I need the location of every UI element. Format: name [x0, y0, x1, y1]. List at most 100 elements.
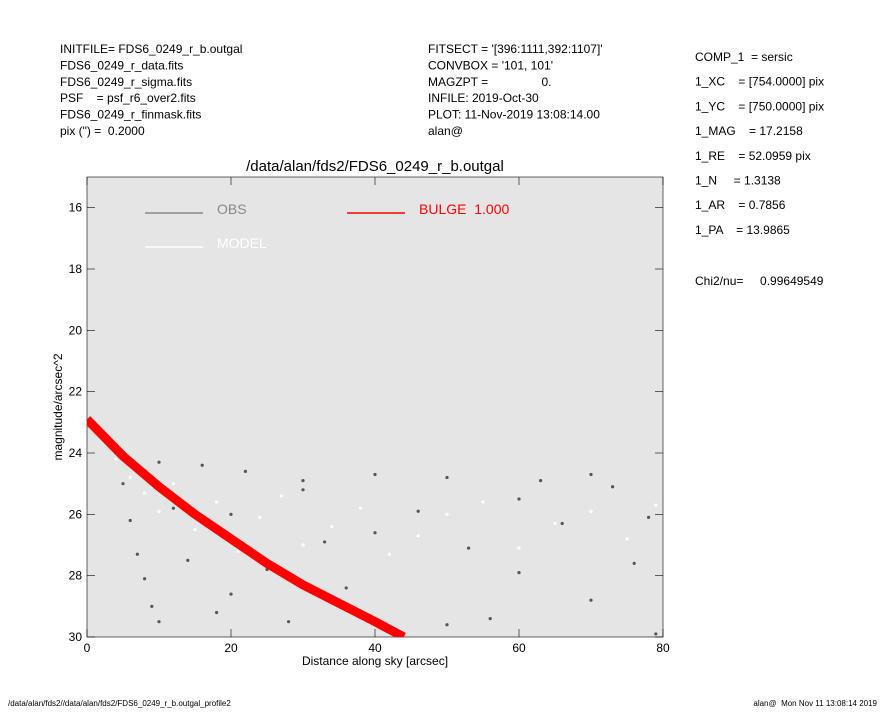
y-axis-label: magnitude/arcsec^2 — [51, 353, 65, 460]
model-profile — [87, 416, 406, 637]
header-line: FDS6_0249_r_data.fits — [60, 58, 183, 72]
x-tick-label: 80 — [656, 641, 670, 655]
footer-path: /data/alan/fds2//data/alan/fds2/FDS6_024… — [8, 699, 231, 708]
plot-marks — [87, 416, 658, 637]
data-point — [157, 509, 161, 513]
data-point — [517, 497, 521, 501]
data-point — [171, 482, 175, 486]
data-point — [215, 610, 219, 615]
data-point — [287, 620, 291, 624]
fit-parameter: 1_RE = 52.0959 pix — [695, 149, 811, 163]
x-tick-label: 20 — [224, 641, 238, 655]
y-tick-label: 26 — [69, 507, 83, 521]
data-point — [193, 528, 197, 532]
fit-parameter: 1_PA = 13.9865 — [695, 223, 790, 237]
data-point — [135, 552, 139, 556]
data-point — [128, 475, 132, 480]
fit-parameter: 1_YC = [750.0000] pix — [695, 99, 824, 113]
data-point — [150, 604, 154, 608]
x-axis-label: Distance along sky [arcsec] — [302, 654, 448, 668]
header-line: MAGZPT = 0. — [428, 75, 551, 89]
x-tick-label: 0 — [84, 641, 91, 655]
plot-area — [86, 176, 664, 638]
data-point — [143, 577, 147, 581]
header-line: INITFILE= FDS6_0249_r_b.outgal — [60, 42, 242, 56]
fit-parameter: 1_MAG = 17.2158 — [695, 124, 803, 138]
legend-label: OBS — [217, 201, 247, 217]
y-tick-label: 24 — [69, 446, 83, 460]
data-point — [560, 521, 564, 526]
data-point — [539, 479, 543, 483]
data-point — [186, 558, 190, 562]
header-line: pix (") = 0.2000 — [60, 124, 145, 138]
data-point — [589, 472, 593, 477]
data-point — [654, 503, 658, 507]
legend-label: MODEL — [217, 235, 267, 251]
y-tick-label: 30 — [69, 630, 83, 644]
data-point — [373, 531, 377, 535]
data-point — [128, 518, 132, 523]
data-point — [387, 552, 391, 556]
header-line: FITSECT = '[396:1111,392:1107]' — [428, 42, 603, 56]
data-point — [611, 485, 615, 489]
fit-quality: Chi2/nu= 0.99649549 — [695, 274, 824, 288]
data-point — [301, 488, 305, 492]
fit-parameter: 1_AR = 0.7856 — [695, 198, 786, 212]
data-point — [143, 491, 147, 495]
data-point — [445, 512, 449, 516]
data-point — [589, 509, 593, 513]
data-point — [445, 623, 449, 627]
data-point — [236, 549, 240, 553]
footer-stamp: alan@ Mon Nov 11 13:08:14 2019 — [753, 699, 877, 708]
data-point — [301, 543, 305, 547]
data-point — [654, 632, 658, 636]
data-point — [445, 475, 449, 480]
data-point — [553, 521, 557, 526]
data-point — [171, 506, 175, 510]
data-point — [200, 463, 204, 467]
header-line: FDS6_0249_r_finmask.fits — [60, 108, 201, 122]
data-point — [229, 592, 233, 596]
header-line: FDS6_0249_r_sigma.fits — [60, 75, 192, 89]
fit-parameter: 1_N = 1.3138 — [695, 174, 781, 188]
fit-parameter: 1_XC = [754.0000] pix — [695, 75, 824, 89]
x-tick-label: 60 — [512, 641, 526, 655]
header-line: CONVBOX = '101, 101' — [428, 58, 553, 72]
data-point — [517, 546, 521, 550]
header-line: INFILE: 2019-Oct-30 — [428, 91, 539, 105]
data-point — [229, 512, 233, 516]
data-point — [467, 546, 471, 550]
data-point — [301, 479, 305, 483]
header-line: alan@ — [428, 124, 463, 138]
x-tick-label: 40 — [368, 641, 382, 655]
data-point — [416, 509, 420, 513]
data-point — [121, 482, 125, 486]
data-point — [373, 472, 377, 477]
data-point — [488, 617, 492, 621]
data-point — [647, 515, 651, 520]
data-point — [157, 620, 161, 624]
data-point — [481, 500, 485, 504]
data-point — [323, 540, 327, 544]
y-tick-label: 20 — [69, 323, 83, 337]
data-point — [632, 561, 636, 566]
data-point — [157, 460, 161, 464]
y-tick-label: 16 — [69, 201, 83, 215]
data-point — [330, 525, 334, 529]
header-line: PSF = psf_r6_over2.fits — [60, 91, 196, 105]
header-line: PLOT: 11-Nov-2019 13:08:14.00 — [428, 108, 600, 122]
data-point — [359, 506, 363, 510]
data-point — [416, 534, 420, 538]
data-point — [279, 494, 283, 498]
y-tick-label: 18 — [69, 262, 83, 276]
data-point — [517, 571, 521, 575]
data-point — [344, 586, 348, 590]
y-tick-label: 28 — [69, 569, 83, 583]
data-point — [243, 469, 247, 473]
data-point — [589, 598, 593, 602]
fit-parameter: COMP_1 = sersic — [695, 50, 793, 64]
data-point — [625, 537, 629, 541]
data-point — [258, 515, 262, 520]
chart-title: /data/alan/fds2/FDS6_0249_r_b.outgal — [246, 158, 504, 175]
